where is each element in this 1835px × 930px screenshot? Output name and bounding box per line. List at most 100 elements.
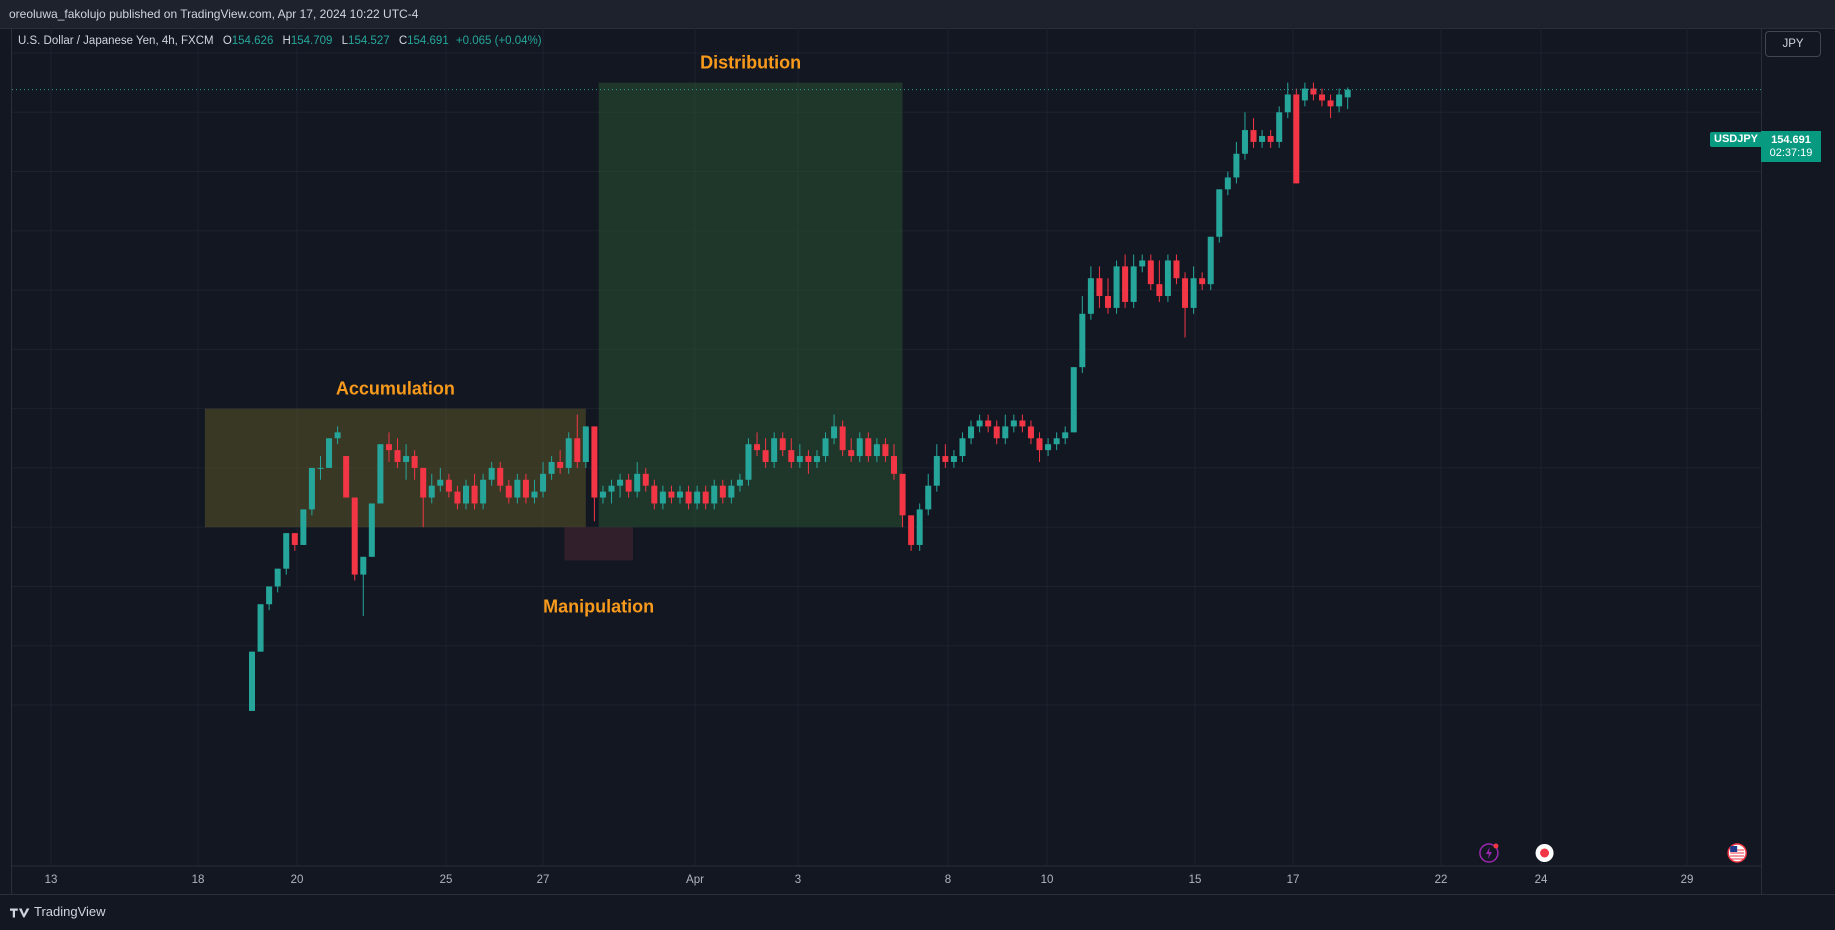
close-label: C	[398, 35, 408, 47]
candle-body	[634, 473, 641, 492]
candle-body	[1224, 177, 1231, 190]
bar-countdown: 02:37:19	[1769, 147, 1813, 159]
brand-label: TradingView	[34, 904, 106, 919]
zone-manipulation[interactable]	[564, 527, 633, 561]
high-label: H	[282, 35, 291, 47]
record-icon[interactable]	[1535, 844, 1554, 862]
candle-body	[728, 485, 735, 498]
candle-body	[1301, 88, 1308, 101]
x-tick-label: 18	[192, 874, 205, 886]
candle-body	[454, 491, 461, 504]
candle-body	[1122, 266, 1129, 302]
x-tick-label: 10	[1041, 874, 1054, 886]
chart-area[interactable]: AccumulationManipulationDistribution155.…	[11, 28, 1762, 894]
annotation-label: Accumulation	[336, 379, 455, 399]
candle-body	[1319, 94, 1325, 101]
candle-body	[711, 485, 718, 504]
us-flag-icon[interactable]	[1727, 843, 1747, 863]
x-tick-label: 27	[537, 874, 550, 886]
candle-body	[377, 444, 384, 504]
tradingview-logo-icon	[10, 908, 30, 918]
candle-body	[1010, 420, 1017, 427]
candle-body	[736, 479, 743, 486]
candle-body	[1284, 94, 1291, 113]
candle-body	[385, 444, 392, 451]
candle-body	[531, 491, 538, 498]
candle-body	[514, 479, 521, 498]
candle-body	[480, 479, 487, 504]
candle-body	[642, 473, 649, 486]
candlestick-chart[interactable]: AccumulationManipulationDistribution155.…	[12, 28, 1761, 894]
candle-body	[540, 473, 547, 492]
candle-body	[471, 485, 478, 504]
candle-body	[891, 456, 897, 474]
candle-body	[796, 456, 803, 462]
candle-body	[831, 426, 838, 439]
candle-body	[1173, 260, 1180, 279]
low-label: L	[341, 35, 349, 47]
candle-body	[788, 450, 795, 462]
x-tick-label: 17	[1287, 874, 1300, 886]
candle-body	[317, 467, 324, 469]
candle-body	[762, 450, 769, 462]
candle-body	[257, 604, 264, 652]
candle-body	[1250, 130, 1257, 142]
last-price-tag: 154.691 02:37:19	[1761, 131, 1821, 162]
candle-body	[1147, 260, 1154, 285]
candle-body	[1190, 278, 1197, 308]
candle-body	[488, 467, 495, 480]
candle-body	[360, 556, 367, 575]
candle-body	[882, 444, 889, 457]
x-tick-label: 20	[291, 874, 304, 886]
candle-body	[1156, 284, 1163, 297]
tradingview-logo[interactable]: TradingView	[10, 904, 106, 919]
candle-body	[394, 450, 401, 462]
candle-body	[283, 533, 290, 569]
candle-body	[865, 438, 872, 457]
zone-accumulation[interactable]	[204, 408, 586, 528]
candle-body	[950, 456, 957, 462]
candle-body	[873, 444, 880, 457]
lightning-icon[interactable]	[1479, 843, 1499, 863]
candle-body	[771, 438, 778, 462]
candle-body	[685, 491, 692, 504]
candle-body	[308, 467, 315, 510]
high-value: 154.709	[290, 35, 333, 47]
currency-button[interactable]: JPY	[1765, 31, 1821, 57]
candle-body	[1199, 278, 1206, 285]
candle-body	[266, 586, 273, 605]
candle-body	[651, 485, 658, 504]
candle-body	[968, 426, 975, 439]
candle-body	[839, 426, 846, 451]
candle-body	[745, 444, 752, 480]
candle-body	[1276, 112, 1283, 142]
candle-body	[976, 420, 983, 427]
candle-body	[557, 461, 564, 468]
candle-body	[916, 509, 923, 545]
annotation-label: Distribution	[700, 53, 801, 73]
candle-body	[591, 426, 598, 498]
candle-body	[291, 533, 298, 545]
candle-body	[1019, 420, 1026, 427]
candle-body	[1027, 426, 1034, 439]
candle-body	[1062, 432, 1069, 439]
candle-body	[1327, 100, 1334, 107]
change-value: +0.065 (+0.04%)	[455, 35, 542, 47]
candle-body	[754, 444, 761, 451]
x-tick-label: 13	[45, 874, 58, 886]
candle-body	[1130, 266, 1137, 302]
open-label: O	[222, 35, 232, 47]
x-tick-label: Apr	[686, 874, 704, 886]
candle-body	[805, 456, 812, 462]
candle-body	[249, 651, 255, 711]
x-tick-label: 3	[795, 874, 801, 886]
symbol-name: U.S. Dollar / Japanese Yen, 4h, FXCM	[18, 35, 214, 47]
candle-body	[677, 491, 683, 498]
candle-body	[437, 479, 444, 486]
candle-body	[1113, 266, 1120, 308]
candle-body	[599, 491, 606, 498]
candle-body	[274, 568, 281, 587]
candle-body	[428, 485, 435, 498]
annotation-label: Manipulation	[543, 596, 654, 616]
candle-body	[574, 438, 581, 462]
